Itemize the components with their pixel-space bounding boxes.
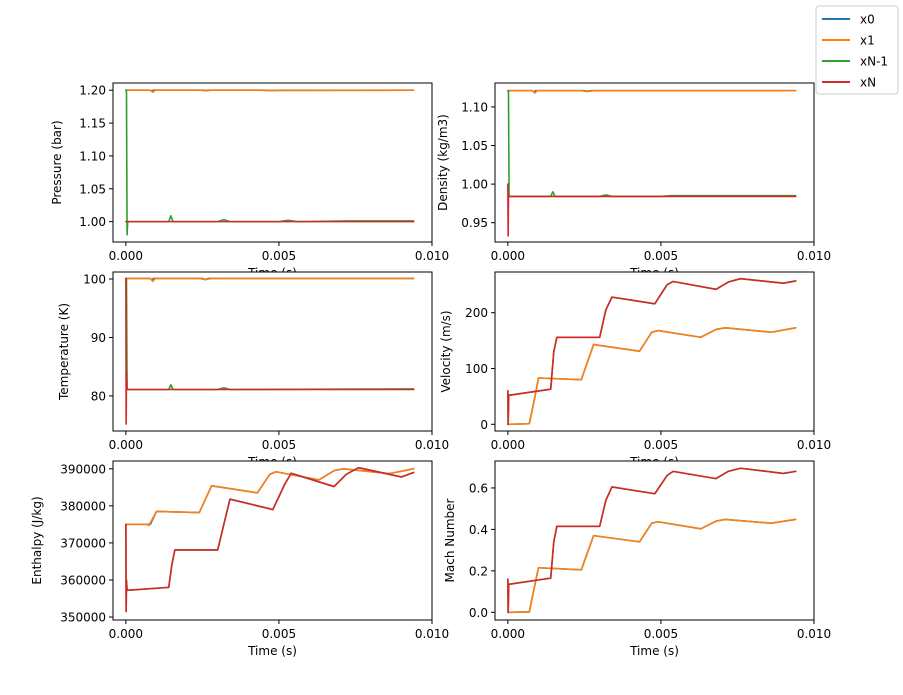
y-tick-label: 1.10 [79,149,106,163]
x-tick-label: 0.005 [644,249,678,263]
y-tick-label: 80 [91,389,106,403]
y-tick-label: 0.6 [469,481,488,495]
legend-item-x1: x1 [822,34,875,48]
y-tick-label: 1.15 [79,117,106,131]
x-tick-label: 0.000 [491,249,525,263]
y-tick-label: 100 [465,362,488,376]
legend-label: x1 [860,34,875,48]
y-tick-label: 0.4 [469,523,488,537]
y-tick-label: 90 [91,331,106,345]
x-tick-label: 0.000 [109,249,143,263]
subplot-pressure: 0.000 0.005 0.010 1.00 1.05 1.10 1.15 1.20 Press… [50,82,449,280]
series-line-x1 [125,467,415,527]
series-line-xN [507,277,797,426]
axes-frame [494,271,815,432]
legend-label: xN-1 [860,55,888,69]
series-line-x1 [507,326,797,426]
legend-item-x0: x0 [822,13,875,27]
legend-label: xN [860,76,876,90]
y-tick-label: 100 [83,273,106,287]
x-tick-label: 0.010 [797,249,831,263]
y-axis-label: Velocity (m/s) [439,310,453,392]
y-tick-label: 1.05 [79,182,106,196]
x-tick-label: 0.005 [262,249,296,263]
axes-frame [112,271,433,432]
x-tick-label: 0.005 [262,438,296,452]
plot-area [495,83,814,242]
y-tick-label: 360000 [60,573,106,587]
series-line-x1 [125,89,415,93]
series-line-xN [507,183,797,237]
x-tick-label: 0.005 [644,438,678,452]
series-line-x1 [507,518,797,614]
plot-area [113,461,432,620]
y-tick-label: 1.20 [79,84,106,98]
x-tick-label: 0.010 [415,249,449,263]
x-tick-label: 0.010 [415,627,449,641]
y-tick-label: 1.10 [461,100,488,114]
subplot-enthalpy: 0.000 0.005 0.010 350000 360000 370000 380000 3… [30,460,449,658]
axes-frame [494,82,815,243]
x-axis-label: Time (s) [629,644,679,658]
legend: x0 x1 xN-1 xN [815,5,899,95]
x-tick-label: 0.010 [797,627,831,641]
subplot-mach: 0.000 0.005 0.010 0.0 0.2 0.4 0.6 Mach Number Ti… [443,460,831,658]
series-line-xN [125,277,415,425]
plot-area [495,461,814,620]
y-tick-label: 390000 [60,462,106,476]
x-tick-label: 0.010 [415,438,449,452]
x-tick-label: 0.000 [109,438,143,452]
y-axis-label: Enthalpy (J/kg) [30,496,44,584]
legend-label: x0 [860,13,875,27]
y-tick-label: 380000 [60,499,106,513]
plot-area [495,272,814,431]
y-axis-label: Pressure (bar) [50,120,64,204]
y-tick-label: 200 [465,306,488,320]
series-line-x1 [507,89,797,94]
y-axis-label: Density (kg/m3) [436,114,450,211]
plot-area [113,83,432,242]
x-tick-label: 0.000 [491,438,525,452]
x-tick-label: 0.000 [491,627,525,641]
x-tick-label: 0.005 [644,627,678,641]
y-tick-label: 350000 [60,611,106,625]
legend-item-xN: xN [822,76,876,90]
x-tick-label: 0.005 [262,627,296,641]
y-tick-label: 0.0 [469,606,488,620]
y-tick-label: 1.00 [461,178,488,192]
x-tick-label: 0.010 [797,438,831,452]
series-line-xN-1 [125,277,415,391]
y-tick-label: 1.05 [461,139,488,153]
y-tick-label: 0 [480,418,488,432]
axes-frame [112,82,433,243]
series-line-x1 [125,277,415,283]
axes-frame [112,460,433,621]
y-tick-label: 1.00 [79,215,106,229]
y-tick-label: 0.2 [469,564,488,578]
plot-area [113,272,432,431]
y-tick-label: 370000 [60,536,106,550]
y-axis-label: Mach Number [443,498,457,582]
x-tick-label: 0.000 [109,627,143,641]
legend-item-xN-1: xN-1 [822,55,888,69]
series-line-xN [507,467,797,614]
axes-frame [494,460,815,621]
subplot-density: 0.000 0.005 0.010 0.95 1.00 1.05 1.10 Density (… [436,82,831,280]
series-line-xN [125,466,415,613]
y-tick-label: 0.95 [461,216,488,230]
x-axis-label: Time (s) [247,644,297,658]
y-axis-label: Temperature (K) [57,303,71,401]
